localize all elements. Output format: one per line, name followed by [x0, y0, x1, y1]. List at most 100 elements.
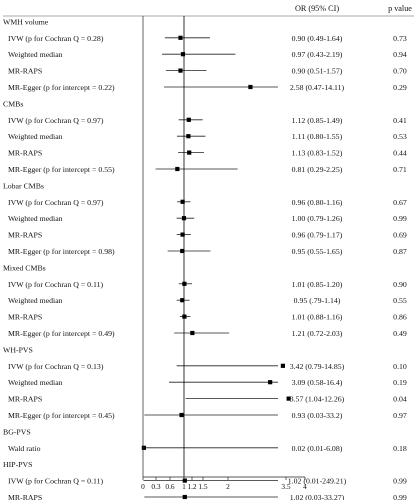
p-value: 0.99: [393, 493, 407, 500]
or-ci-value: 1.02 (0.01-249.21): [288, 477, 347, 486]
or-ci-value: 0.96 (0.79-1.17): [292, 231, 343, 240]
x-tick-label: 1: [182, 482, 186, 491]
or-ci-value: 0.93 (0.03-33.2): [292, 411, 343, 420]
group-title: BG-PVS: [3, 427, 31, 436]
p-value: 0.99: [393, 477, 407, 486]
or-ci-value: 1.21 (0.72-2.03): [292, 329, 343, 338]
or-ci-value: 3.57 (1.04-12.26): [290, 395, 345, 404]
p-value: 0.97: [393, 411, 407, 420]
row-label: MR-Egger (p for intercept = 0.22): [8, 83, 115, 92]
x-tick-label: 0: [141, 482, 145, 491]
row-label: IVW (p for Cochran Q = 0.11): [8, 477, 104, 486]
group-title: CMBs: [3, 99, 23, 108]
p-value: 0.86: [393, 313, 407, 322]
p-value: 0.10: [393, 362, 407, 371]
plot-layer: WMH volume IVW (p for Cochran Q = 0.28) 0.…: [3, 15, 414, 500]
row-label: MR-RAPS: [8, 493, 42, 500]
x-tick-label: 0.3: [151, 482, 161, 491]
p-value: 0.53: [393, 132, 407, 141]
estimate-point: [180, 248, 185, 254]
estimate-point: [180, 199, 185, 204]
or-ci-value: 3.09 (0.58-16.4): [292, 378, 343, 387]
x-tick-label: 4: [303, 482, 307, 491]
or-ci-value: 0.90 (0.51-1.57): [292, 67, 343, 76]
or-ci-value: 0.02 (0.01-6.08): [292, 444, 343, 453]
row-label: MR-RAPS: [8, 395, 42, 404]
p-value: 0.44: [393, 149, 407, 158]
estimate-point: [190, 330, 195, 336]
row-label: IVW (p for Cochran Q = 0.97): [8, 198, 104, 207]
p-value: 0.99: [393, 214, 407, 223]
estimate-point: [179, 412, 184, 418]
or-ci-value: 0.81 (0.29-2.25): [292, 165, 343, 174]
or-ci-value: 0.95 (.79-1.14): [294, 296, 341, 305]
p-value: 0.94: [393, 50, 407, 59]
row-label: Weighted median: [8, 296, 63, 305]
row-label: MR-Egger (p for intercept = 0.55): [8, 165, 115, 174]
estimate-point: [180, 298, 185, 303]
p-value: 0.87: [393, 247, 407, 256]
row-label: IVW (p for Cochran Q = 0.97): [8, 116, 104, 125]
or-ci-value: 1.01 (0.88-1.16): [292, 313, 343, 322]
row-label: Weighted median: [8, 378, 63, 387]
or-ci-value: 1.12 (0.85-1.49): [292, 116, 343, 125]
or-ci-value: 0.95 (0.55-1.65): [292, 247, 343, 256]
row-label: MR-RAPS: [8, 149, 42, 158]
x-tick-label: 2: [226, 482, 230, 491]
p-value: 0.29: [393, 83, 407, 92]
row-label: Wald ratio: [8, 444, 41, 453]
row-label: MR-RAPS: [8, 313, 42, 322]
estimate-point: [187, 150, 192, 155]
estimate-point: [268, 380, 273, 385]
p-value: 0.55: [393, 296, 407, 305]
p-value: 0.73: [393, 34, 407, 43]
p-value: 0.49: [393, 329, 407, 338]
p-value: 0.67: [393, 198, 407, 207]
p-value: 0.90: [393, 280, 407, 289]
p-value: 0.69: [393, 231, 407, 240]
estimate-point: [186, 134, 191, 139]
or-ci-value: 0.96 (0.80-1.16): [292, 198, 343, 207]
or-ci-value: 3.42 (0.79-14.85): [290, 362, 345, 371]
row-label: MR-Egger (p for intercept = 0.98): [8, 247, 115, 256]
header-estimate: OR (95% CI): [295, 4, 339, 13]
p-value: 0.70: [393, 67, 407, 76]
row-label: Weighted median: [8, 50, 63, 59]
row-label: MR-Egger (p for intercept = 0.49): [8, 329, 115, 338]
group-title: HIP-PVS: [3, 460, 32, 469]
estimate-point: [182, 478, 187, 483]
or-ci-value: 0.97 (0.43-2.19): [292, 50, 343, 59]
x-tick-label: 1.2: [187, 482, 197, 491]
p-value: 0.19: [393, 378, 407, 387]
row-label: IVW (p for Cochran Q = 0.28): [8, 34, 104, 43]
or-ci-value: 1.02 (0.03-33.27): [290, 493, 345, 500]
estimate-point: [180, 232, 185, 237]
p-value: 0.41: [393, 116, 407, 125]
row-label: IVW (p for Cochran Q = 0.13): [8, 362, 104, 371]
row-label: IVW (p for Cochran Q = 0.11): [8, 280, 104, 289]
or-ci-value: 1.01 (0.85-1.20): [292, 280, 343, 289]
p-value: 0.71: [393, 165, 407, 174]
estimate-point: [280, 363, 286, 368]
row-label: MR-RAPS: [8, 231, 42, 240]
estimate-point: [178, 68, 183, 73]
x-tick-label: 0.6: [165, 482, 175, 491]
estimate-point: [141, 445, 146, 450]
p-value: 0.04: [393, 395, 407, 404]
estimate-point: [175, 166, 180, 172]
estimate-point: [180, 52, 186, 57]
x-tick-label: 3.5: [281, 482, 291, 491]
row-label: Weighted median: [8, 132, 63, 141]
row-label: Weighted median: [8, 214, 63, 223]
or-ci-value: 2.58 (0.47-14.11): [290, 83, 345, 92]
group-title: Lobar CMBs: [3, 181, 44, 190]
group-title: Mixed CMBs: [3, 263, 46, 272]
estimate-point: [186, 117, 191, 122]
x-tick-label: 1.5: [198, 482, 208, 491]
or-ci-value: 0.90 (0.49-1.64): [292, 34, 343, 43]
group-title: WMH volume: [3, 17, 49, 26]
row-label: MR-Egger (p for intercept = 0.45): [8, 411, 115, 420]
header-pvalue: p value: [388, 4, 412, 13]
estimate-point: [248, 84, 253, 90]
